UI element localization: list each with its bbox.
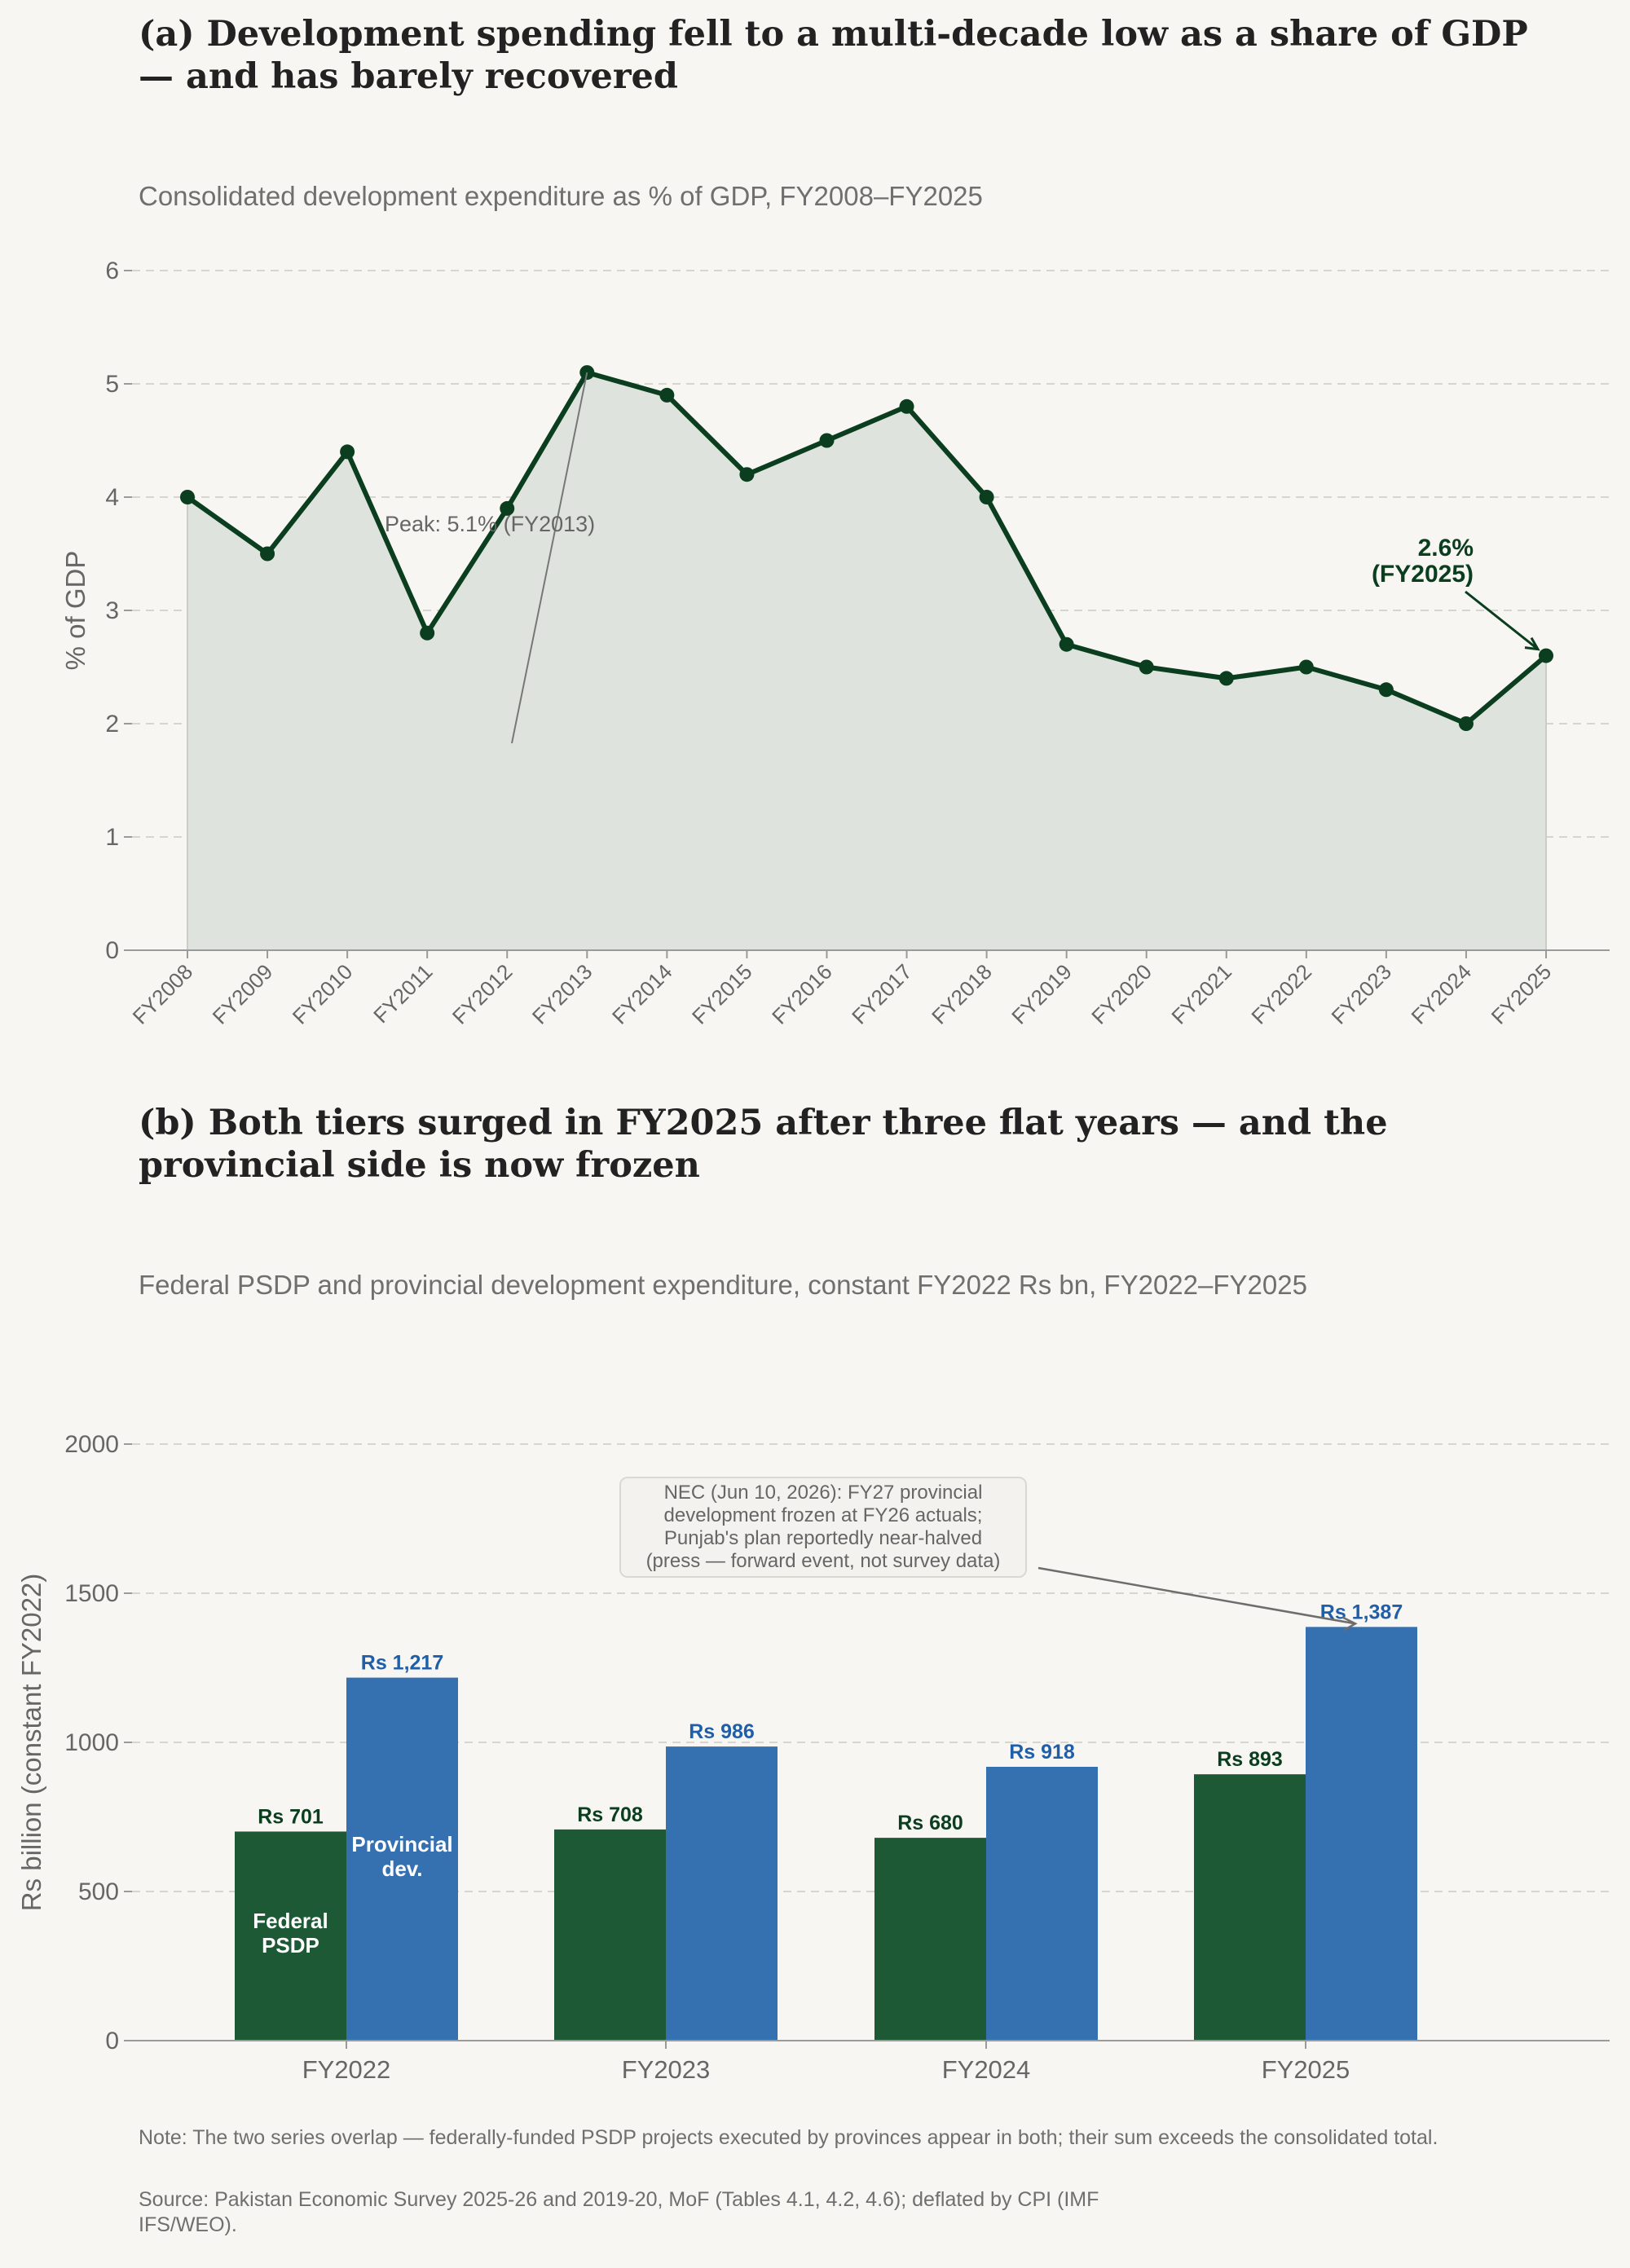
- y-tick-label: 4: [105, 484, 119, 511]
- x-tick-label: FY2022: [1246, 959, 1316, 1029]
- panel-b-bar-chart: 0 500 1000 1500 2000 Rs billion (constant FY2…: [16, 1431, 1610, 2084]
- data-point: [1298, 659, 1314, 675]
- federal-value-label: Rs 708: [577, 1803, 643, 1826]
- x-tick-label: FY2014: [607, 959, 677, 1029]
- federal-inside-label: Federal: [253, 1909, 328, 1933]
- x-tick-label: FY2023: [1327, 959, 1397, 1029]
- data-point: [1378, 682, 1394, 698]
- callout-line: Punjab's plan reportedly near-halved: [663, 1527, 983, 1549]
- x-tick-label: FY2025: [1487, 959, 1557, 1029]
- data-point: [340, 444, 355, 460]
- provincial-inside-label: Provincial: [351, 1832, 452, 1856]
- data-point: [739, 467, 755, 482]
- y-tick-label: 1500: [64, 1580, 119, 1607]
- data-point: [1059, 636, 1074, 652]
- x-tick-label: FY2013: [527, 959, 597, 1029]
- x-tick-label: FY2017: [847, 959, 917, 1029]
- federal-value-label: Rs 893: [1217, 1748, 1283, 1771]
- x-tick-label: FY2008: [128, 959, 198, 1029]
- x-tick-label: FY2021: [1166, 959, 1236, 1029]
- y-tick-label: 2: [105, 711, 119, 738]
- x-tick-label: FY2010: [288, 959, 358, 1029]
- x-tick-label: FY2018: [927, 959, 997, 1029]
- x-tick-label: FY2024: [1407, 959, 1477, 1029]
- data-point: [500, 500, 515, 516]
- federal-value-label: Rs 701: [258, 1805, 324, 1828]
- federal-bar: [874, 1838, 986, 2041]
- note-text: Note: The two series overlap — federally…: [139, 2126, 1438, 2149]
- data-point: [659, 387, 675, 403]
- y-tick-label: 3: [105, 597, 119, 624]
- data-point: [1539, 648, 1553, 663]
- x-tick-label: FY2025: [1262, 2055, 1350, 2084]
- x-tick-label: FY2023: [622, 2055, 711, 2084]
- callout-arrow-head: [1341, 1616, 1358, 1632]
- callout-line: development frozen at FY26 actuals;: [663, 1504, 983, 1526]
- callout-arrow-line: [1037, 1566, 1356, 1625]
- x-tick-label: FY2015: [687, 959, 757, 1029]
- federal-bar: [554, 1829, 666, 2041]
- provincial-bar: [986, 1767, 1098, 2041]
- panel-b-title: (b) Both tiers surged in FY2025 after th…: [139, 1103, 1388, 1186]
- end-arrow-line: [1465, 590, 1539, 650]
- provincial-value-label: Rs 986: [689, 1720, 755, 1743]
- x-tick-label: FY2011: [368, 959, 437, 1028]
- series-line: [186, 370, 1548, 726]
- end-arrow-head: [1524, 636, 1540, 651]
- x-tick-label: FY2016: [767, 959, 837, 1029]
- y-tick-label: 500: [78, 1878, 119, 1905]
- y-tick-label: 0: [105, 937, 119, 964]
- y-axis-label: Rs billion (constant FY2022): [16, 1574, 46, 1912]
- panel-a-title: (a) Development spending fell to a multi…: [139, 14, 1528, 97]
- data-point: [899, 399, 914, 414]
- x-tick-label: FY2019: [1007, 959, 1077, 1029]
- peak-leader-line: [511, 372, 588, 744]
- y-tick-label: 0: [105, 2028, 119, 2054]
- federal-bar: [1194, 1774, 1306, 2041]
- federal-bar: [235, 1831, 346, 2041]
- data-point: [1458, 716, 1474, 731]
- data-point: [979, 490, 994, 504]
- provincial-value-label: Rs 1,217: [361, 1652, 443, 1675]
- y-tick-label: 2000: [64, 1431, 119, 1458]
- provincial-bar: [666, 1746, 778, 2041]
- callout-line: NEC (Jun 10, 2026): FY27 provincial: [663, 1482, 983, 1504]
- panel-b-subtitle: Federal PSDP and provincial development …: [139, 1270, 1307, 1300]
- y-tick-label: 5: [105, 371, 119, 398]
- x-tick-label: FY2024: [942, 2055, 1031, 2084]
- data-point: [1218, 671, 1234, 686]
- x-tick-label: FY2020: [1086, 959, 1156, 1029]
- source-text: Source: Pakistan Economic Survey 2025-26…: [139, 2188, 1099, 2236]
- federal-value-label: Rs 680: [897, 1812, 963, 1834]
- panel-a-subtitle: Consolidated development expenditure as …: [139, 181, 983, 211]
- x-tick-label: FY2012: [447, 959, 518, 1029]
- federal-inside-label: PSDP: [262, 1933, 319, 1958]
- x-tick-label: FY2022: [302, 2055, 391, 2084]
- y-axis-label: % of GDP: [60, 551, 90, 671]
- y-tick-label: 6: [105, 258, 119, 284]
- data-point: [420, 625, 435, 641]
- data-point: [260, 546, 275, 561]
- data-point: [180, 490, 195, 504]
- nec-callout-box: NEC (Jun 10, 2026): FY27 provincial deve…: [619, 1477, 1027, 1578]
- x-tick-label: FY2009: [208, 959, 278, 1029]
- y-tick-label: 1: [105, 824, 119, 851]
- end-annotation-year: (FY2025): [1372, 561, 1474, 588]
- provincial-bar: [1306, 1627, 1417, 2041]
- peak-annotation: Peak: 5.1% (FY2013): [385, 512, 595, 536]
- provincial-inside-label: dev.: [381, 1856, 422, 1881]
- callout-line: (press — forward event, not survey data): [645, 1550, 1001, 1572]
- area-fill: [187, 371, 1547, 951]
- end-annotation-value: 2.6%: [1418, 535, 1474, 561]
- provincial-value-label: Rs 918: [1009, 1741, 1075, 1764]
- data-point: [819, 433, 835, 448]
- y-tick-label: 1000: [64, 1729, 119, 1756]
- data-point: [1139, 659, 1154, 675]
- provincial-bar: [346, 1677, 458, 2041]
